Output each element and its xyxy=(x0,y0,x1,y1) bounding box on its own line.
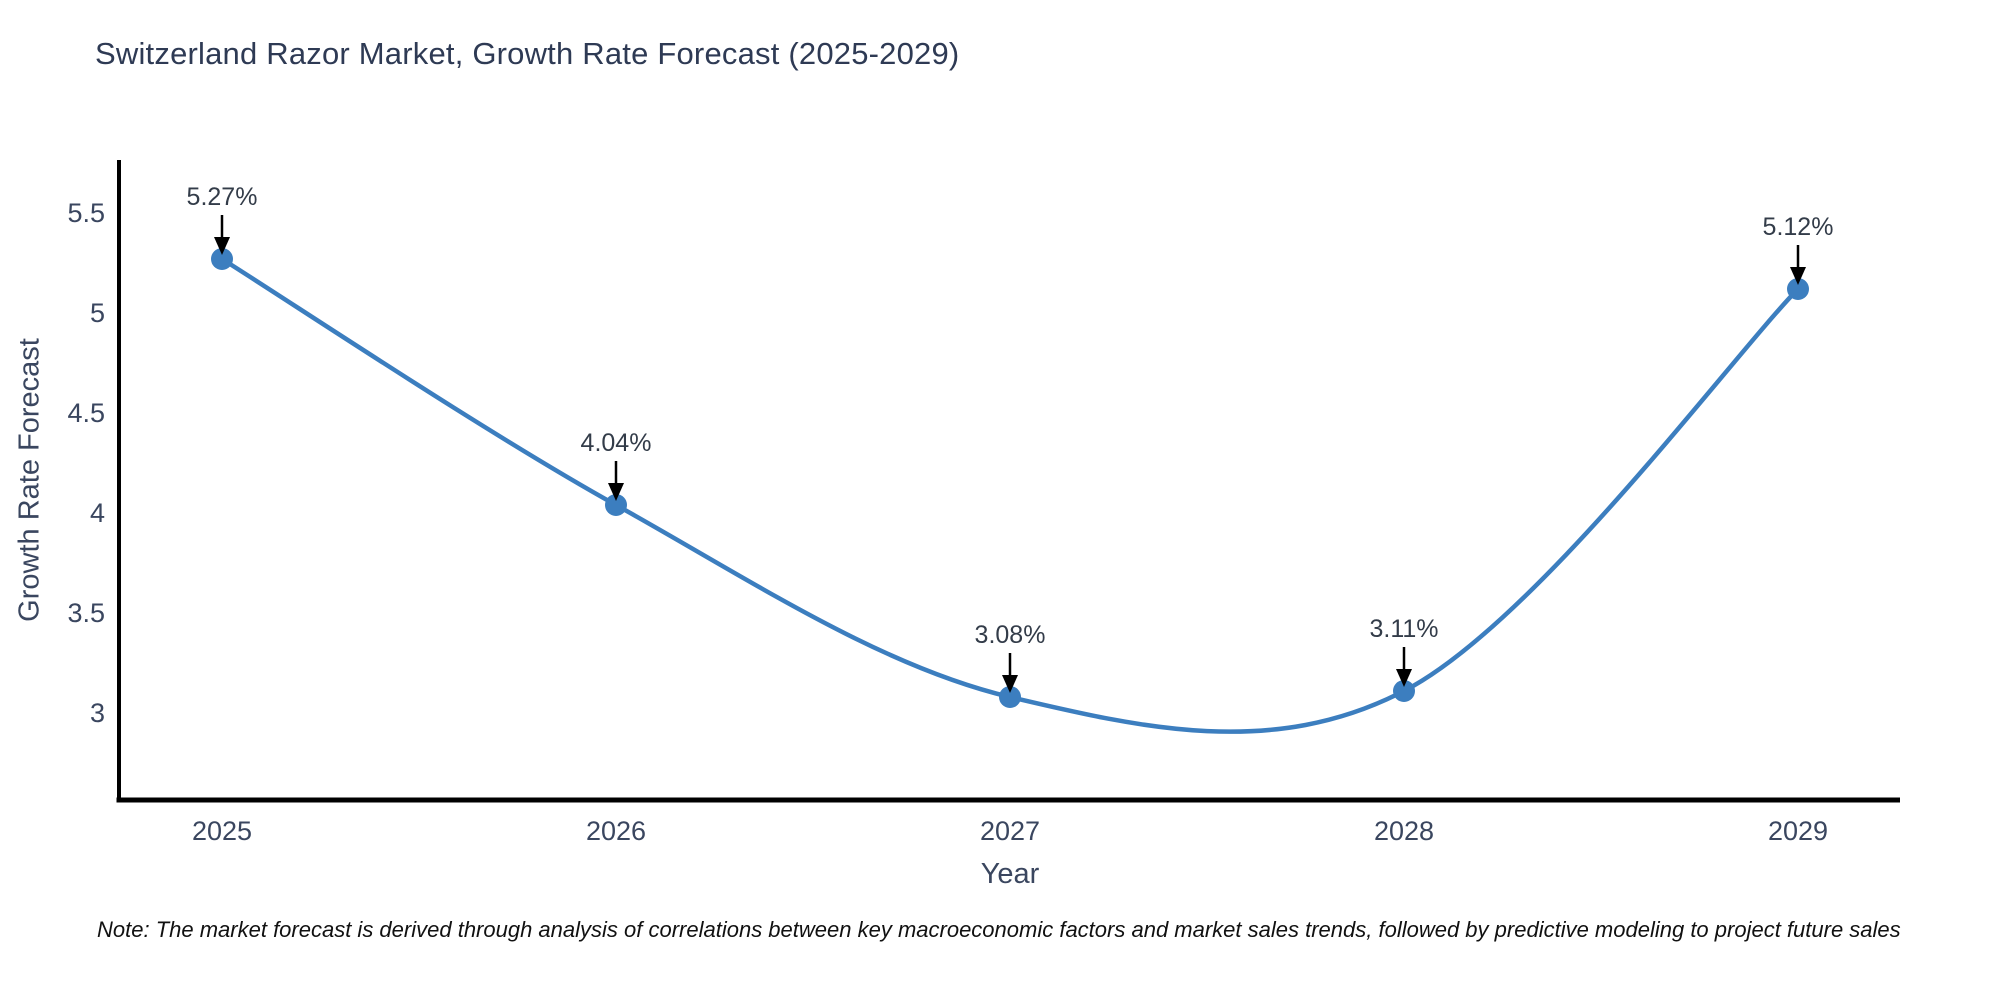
y-tick-label-5.5: 5.5 xyxy=(67,198,105,228)
data-point-2028 xyxy=(1393,680,1415,702)
annotation-arrow-head xyxy=(608,483,624,501)
y-tick-label-3: 3 xyxy=(89,698,105,728)
point-annotation-2029: 5.12% xyxy=(1762,213,1834,241)
annotation-arrow-head xyxy=(214,237,230,255)
y-axis-title: Growth Rate Forecast xyxy=(13,338,46,622)
point-annotation-2028: 3.11% xyxy=(1369,615,1439,643)
x-tick-label-2025: 2025 xyxy=(191,816,253,846)
chart-title: Switzerland Razor Market, Growth Rate Fo… xyxy=(95,36,960,71)
point-annotation-2025: 5.27% xyxy=(186,183,258,211)
annotation-arrow-head xyxy=(1396,669,1412,687)
data-point-2029 xyxy=(1787,278,1809,300)
x-tick-label-2029: 2029 xyxy=(1767,816,1829,846)
y-tick-label-4.5: 4.5 xyxy=(67,398,105,428)
annotation-arrow-head xyxy=(1002,675,1018,693)
data-point-2025 xyxy=(211,248,233,270)
x-tick-label-2027: 2027 xyxy=(979,816,1041,846)
point-annotation-2026: 4.04% xyxy=(580,429,652,457)
footnote: Note: The market forecast is derived thr… xyxy=(97,917,1901,942)
x-tick-label-2028: 2028 xyxy=(1373,816,1435,846)
point-annotation-2027: 3.08% xyxy=(974,621,1046,649)
data-point-2027 xyxy=(999,686,1021,708)
y-tick-label-5: 5 xyxy=(89,298,105,328)
y-tick-label-3.5: 3.5 xyxy=(67,598,105,628)
data-point-2026 xyxy=(605,494,627,516)
x-tick-label-2026: 2026 xyxy=(585,816,647,846)
y-tick-label-4: 4 xyxy=(89,498,105,528)
annotation-arrow-head xyxy=(1790,267,1806,285)
x-axis-title: Year xyxy=(980,858,1040,890)
